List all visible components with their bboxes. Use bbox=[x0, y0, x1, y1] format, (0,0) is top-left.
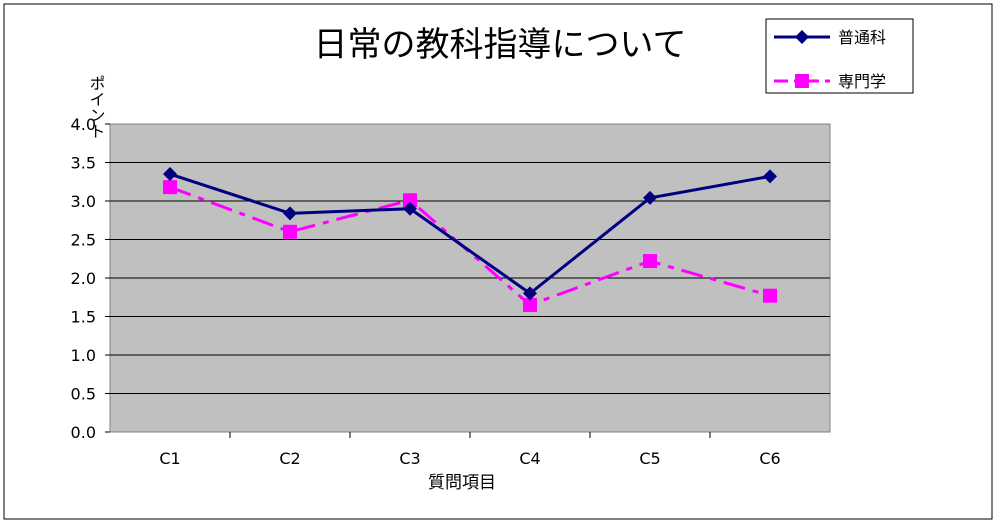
y-axis-ticks: 0.0 0.5 1.0 1.5 2.0 2.5 3.0 3.5 4.0 bbox=[71, 115, 110, 442]
y-tick-label: 1.0 bbox=[71, 346, 96, 365]
data-point bbox=[403, 201, 417, 216]
x-axis-ticks: C1 C2 C3 C4 C5 C6 bbox=[159, 432, 781, 468]
data-point bbox=[643, 254, 657, 269]
y-tick-label: 1.5 bbox=[71, 308, 96, 327]
y-tick-label: 3.5 bbox=[71, 154, 96, 173]
legend-marker bbox=[795, 30, 809, 44]
series-line bbox=[169, 172, 771, 296]
data-point bbox=[643, 190, 657, 205]
gridlines bbox=[110, 162, 830, 394]
x-axis-label: 質問項目 bbox=[428, 473, 496, 493]
y-tick-label: 2.0 bbox=[71, 269, 96, 288]
data-point bbox=[163, 180, 177, 195]
series-2 bbox=[163, 180, 777, 312]
y-tick-label: 3.0 bbox=[71, 192, 96, 211]
data-point bbox=[763, 288, 777, 303]
legend-item: 普通科 bbox=[774, 28, 886, 47]
legend-item: 専門学 bbox=[774, 72, 886, 91]
y-tick-label: 0.0 bbox=[71, 423, 96, 442]
x-tick-label: C2 bbox=[279, 449, 300, 468]
legend-label: 普通科 bbox=[838, 28, 886, 47]
x-tick-label: C1 bbox=[159, 449, 180, 468]
data-point bbox=[283, 206, 297, 221]
data-point bbox=[283, 224, 297, 239]
data-point bbox=[403, 193, 417, 208]
legend-box bbox=[765, 18, 914, 94]
y-axis-label: ポイント bbox=[87, 75, 106, 139]
legend-label: 専門学 bbox=[838, 72, 886, 91]
x-tick-label: C3 bbox=[399, 449, 420, 468]
x-tick-label: C4 bbox=[519, 449, 540, 468]
series-1 bbox=[163, 167, 777, 301]
data-point bbox=[763, 169, 777, 184]
y-tick-label: 4.0 bbox=[71, 115, 96, 134]
series-line bbox=[169, 185, 771, 307]
y-tick-label: 0.5 bbox=[71, 385, 96, 404]
data-point bbox=[523, 297, 537, 312]
series-layer bbox=[163, 167, 777, 312]
data-point bbox=[163, 167, 177, 182]
y-tick-label: 2.5 bbox=[71, 231, 96, 250]
chart-title: 日常の教科指導について bbox=[314, 25, 687, 65]
x-tick-label: C5 bbox=[639, 449, 660, 468]
legend-marker bbox=[795, 74, 809, 88]
data-point bbox=[523, 286, 537, 301]
x-tick-label: C6 bbox=[759, 449, 780, 468]
